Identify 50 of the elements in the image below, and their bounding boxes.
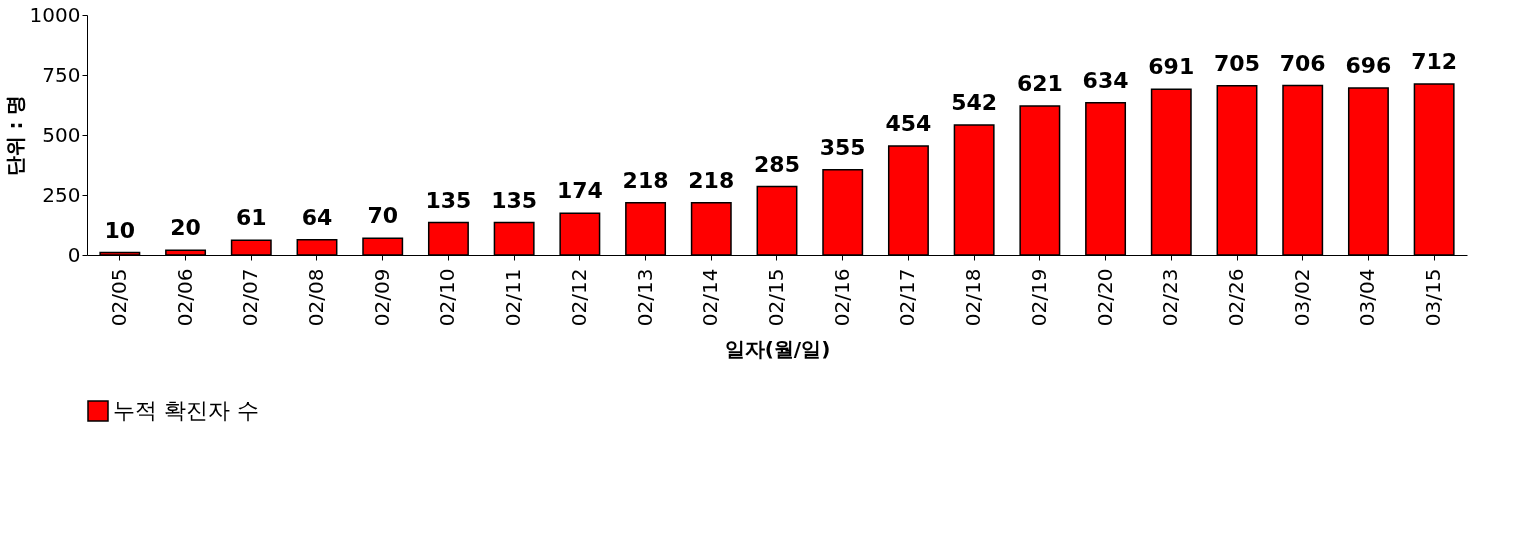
x-tick-label: 03/04 bbox=[1355, 268, 1380, 327]
x-tick-label: 02/20 bbox=[1092, 268, 1117, 327]
data-label: 64 bbox=[301, 204, 333, 230]
data-label: 70 bbox=[367, 203, 399, 229]
x-tick-label: 02/11 bbox=[501, 268, 526, 327]
data-label: 174 bbox=[556, 178, 603, 204]
y-tick-label: 750 bbox=[42, 62, 81, 87]
data-label: 691 bbox=[1148, 54, 1195, 80]
x-tick-label: 02/14 bbox=[698, 268, 723, 327]
x-tick-label: 02/23 bbox=[1158, 268, 1183, 327]
data-label: 10 bbox=[104, 217, 136, 243]
data-label: 355 bbox=[819, 134, 866, 160]
y-tick-label: 250 bbox=[42, 182, 81, 207]
x-tick-label: 02/09 bbox=[369, 268, 394, 327]
legend-label: 누적 확진자 수 bbox=[113, 398, 259, 423]
data-label: 706 bbox=[1279, 50, 1326, 76]
x-tick-label: 02/16 bbox=[829, 268, 854, 327]
data-label: 135 bbox=[491, 187, 538, 213]
x-tick-label: 02/18 bbox=[961, 268, 986, 327]
x-tick-label: 02/26 bbox=[1224, 268, 1248, 327]
y-tick-label: 1000 bbox=[29, 2, 81, 27]
x-tick-label: 02/17 bbox=[895, 268, 920, 327]
data-label: 542 bbox=[951, 89, 998, 115]
data-label: 285 bbox=[754, 151, 800, 177]
x-tick-label: 02/15 bbox=[764, 268, 788, 327]
x-tick-label: 02/10 bbox=[435, 268, 460, 327]
x-axis-title: 일자(월/일) bbox=[724, 337, 831, 362]
x-tick-label: 02/06 bbox=[172, 268, 197, 327]
data-label: 696 bbox=[1345, 52, 1392, 78]
data-label: 634 bbox=[1082, 67, 1129, 93]
data-label: 61 bbox=[235, 205, 267, 231]
x-tick-label: 02/19 bbox=[1026, 268, 1051, 327]
y-tick-label: 500 bbox=[42, 122, 81, 147]
data-label: 218 bbox=[622, 167, 669, 193]
x-tick-label: 02/08 bbox=[304, 268, 328, 327]
data-label: 135 bbox=[425, 187, 472, 213]
x-tick-label: 02/13 bbox=[632, 268, 657, 327]
data-label: 621 bbox=[1016, 70, 1063, 96]
data-label: 712 bbox=[1411, 49, 1458, 75]
data-label: 705 bbox=[1214, 50, 1260, 76]
x-tick-label: 02/07 bbox=[238, 268, 263, 327]
data-label: 218 bbox=[688, 167, 735, 193]
x-tick-label: 03/15 bbox=[1421, 268, 1446, 327]
data-label: 454 bbox=[885, 111, 932, 137]
x-tick-label: 02/05 bbox=[106, 268, 131, 327]
y-axis-title: 단위 : 명 bbox=[2, 94, 27, 177]
y-tick-label: 0 bbox=[67, 242, 81, 267]
x-tick-label: 03/02 bbox=[1289, 268, 1314, 327]
data-label: 20 bbox=[170, 215, 201, 241]
x-tick-label: 02/12 bbox=[566, 268, 591, 327]
